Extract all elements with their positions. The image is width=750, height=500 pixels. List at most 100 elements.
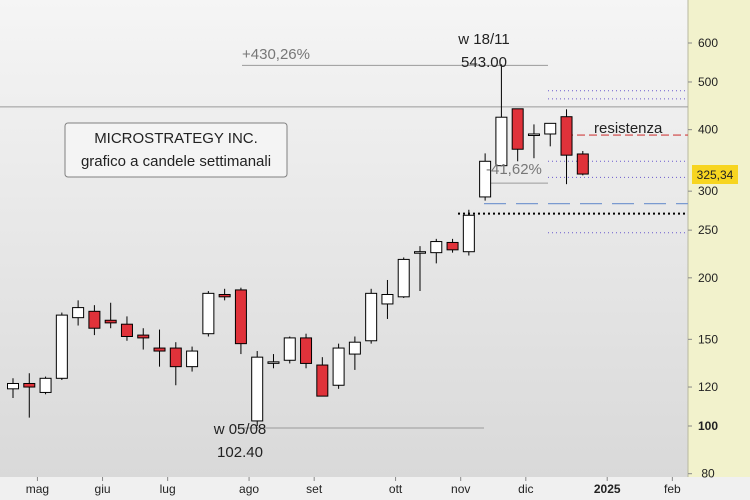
title-box <box>64 122 288 178</box>
x-tick-label: giu <box>95 482 111 496</box>
candle-body <box>479 160 492 198</box>
candle <box>169 342 182 386</box>
candle <box>446 238 459 253</box>
candle <box>120 316 133 341</box>
candle <box>186 346 199 372</box>
candle <box>23 373 36 418</box>
low-value-label: 102.40 <box>217 444 263 461</box>
y-tick-label: 250 <box>698 223 718 237</box>
candle <box>267 354 280 369</box>
candle <box>234 287 247 355</box>
high-value-label: 543.00 <box>461 54 507 71</box>
last-price-value: 325,34 <box>697 168 734 182</box>
candle <box>251 351 264 426</box>
candle-body <box>397 258 410 298</box>
y-tick-label: 200 <box>698 271 718 285</box>
x-tick-label: ott <box>389 482 403 496</box>
x-tick-label: mag <box>26 482 49 496</box>
candle <box>397 257 410 298</box>
candle <box>365 288 378 344</box>
candle-body <box>560 116 573 156</box>
annotations: MICROSTRATEGY INC. grafico a candele set… <box>64 31 738 461</box>
candle <box>381 279 394 319</box>
candle <box>576 151 589 176</box>
candle-body <box>153 347 166 352</box>
candle <box>479 153 492 201</box>
candle-body <box>251 356 264 422</box>
candle <box>202 291 215 337</box>
candle-body <box>88 310 101 329</box>
candle-body <box>169 347 182 368</box>
candle <box>39 376 52 395</box>
candle-body <box>120 323 133 337</box>
candle-body <box>218 293 231 298</box>
candles-layer <box>7 64 589 426</box>
y-axis-panel <box>688 0 750 477</box>
candle-body <box>511 108 524 150</box>
candle-body <box>23 382 36 388</box>
candle <box>104 302 117 329</box>
candle <box>316 357 329 397</box>
y-ticks: 80 100 120 150 200 250 300 400 500 600 <box>688 36 718 481</box>
candle <box>495 64 508 167</box>
low-date-label: w 05/08 <box>213 421 267 438</box>
candle-body <box>186 350 199 368</box>
y-tick-label: 80 <box>701 467 715 481</box>
candle <box>88 305 101 336</box>
x-tick-label: feb <box>664 482 681 496</box>
x-tick-label: dic <box>518 482 533 496</box>
x-tick-label: set <box>306 482 323 496</box>
candle <box>527 124 540 159</box>
y-tick-label: 400 <box>698 123 718 137</box>
y-tick-label: 120 <box>698 380 718 394</box>
candle <box>7 378 19 398</box>
candle-body <box>234 289 247 345</box>
candle <box>511 108 524 162</box>
candle <box>414 246 426 292</box>
candle <box>137 328 150 350</box>
candle <box>153 329 166 367</box>
candle-body <box>316 364 329 397</box>
candle-body <box>446 241 459 251</box>
candle-body <box>267 361 280 364</box>
candle-body <box>365 292 378 342</box>
candle-body <box>527 133 540 136</box>
y-tick-label: 500 <box>698 75 718 89</box>
x-ticks: mag giu lug ago set ott nov dic 2025 feb <box>26 477 681 496</box>
candle-body <box>414 251 426 254</box>
candle <box>283 336 296 364</box>
resistance-label: resistenza <box>594 120 663 137</box>
candle <box>560 109 573 185</box>
gain-pct-label: +430,26% <box>242 46 310 63</box>
candle-body <box>430 241 443 254</box>
x-tick-label: ago <box>239 482 259 496</box>
x-tick-label: lug <box>160 482 176 496</box>
plot-background <box>0 0 688 477</box>
candle-body <box>495 116 508 167</box>
candle-body <box>72 307 85 319</box>
candle-body <box>283 337 296 361</box>
candle-body <box>348 341 361 355</box>
y-tick-label: 150 <box>698 332 718 346</box>
candle-body <box>544 122 557 135</box>
title-line-1: MICROSTRATEGY INC. <box>94 130 258 147</box>
candle <box>348 336 361 370</box>
y-tick-label: 100 <box>698 419 718 433</box>
last-price-tag <box>692 165 738 184</box>
candle-body <box>332 347 345 386</box>
candle-body <box>300 337 313 364</box>
candle-body <box>202 292 215 335</box>
candle <box>218 288 231 301</box>
levels-layer <box>0 64 688 429</box>
candle <box>300 333 313 369</box>
title-line-2: grafico a candele settimanali <box>81 153 271 170</box>
y-tick-label: 600 <box>698 36 718 50</box>
candle-body <box>137 334 150 339</box>
high-date-label: w 18/11 <box>457 31 509 48</box>
drop-pct-label: -41,62% <box>486 161 542 178</box>
candle-body <box>576 153 589 175</box>
candle-body <box>55 314 68 379</box>
candle <box>332 343 345 389</box>
candle <box>462 209 475 256</box>
